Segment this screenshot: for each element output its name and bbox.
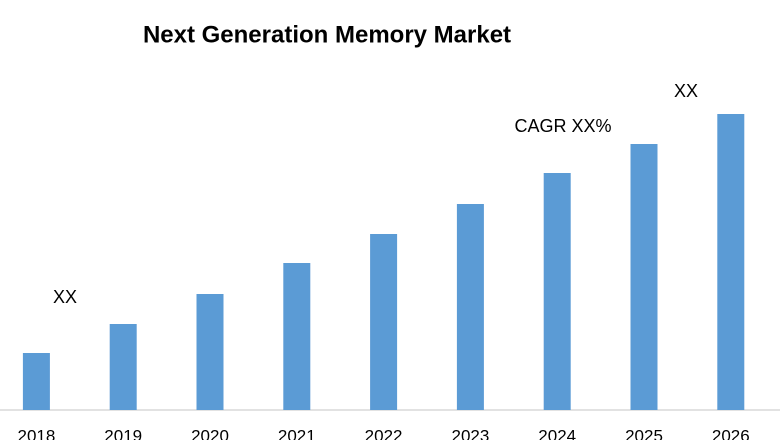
x-tick-label: 2024 — [538, 426, 576, 440]
bar — [283, 263, 311, 410]
bar — [109, 324, 137, 410]
chart-title: Next Generation Memory Market — [143, 21, 511, 48]
bar — [456, 204, 484, 410]
x-tick-label: 2023 — [451, 426, 489, 440]
annotation: CAGR XX% — [514, 116, 611, 136]
x-tick-label: 2022 — [365, 426, 403, 440]
bar — [630, 144, 658, 410]
x-tick-label: 2019 — [104, 426, 142, 440]
bar — [196, 294, 224, 410]
x-tick-label: 2018 — [17, 426, 55, 440]
x-tick-label: 2026 — [712, 426, 750, 440]
annotation: XX — [674, 81, 698, 101]
x-tick-label: 2021 — [278, 426, 316, 440]
x-tick-label: 2020 — [191, 426, 229, 440]
bar — [22, 353, 50, 410]
bar — [717, 114, 745, 410]
x-tick-label: 2025 — [625, 426, 663, 440]
bar — [370, 234, 398, 410]
annotation: XX — [53, 287, 77, 307]
bar — [543, 173, 571, 410]
